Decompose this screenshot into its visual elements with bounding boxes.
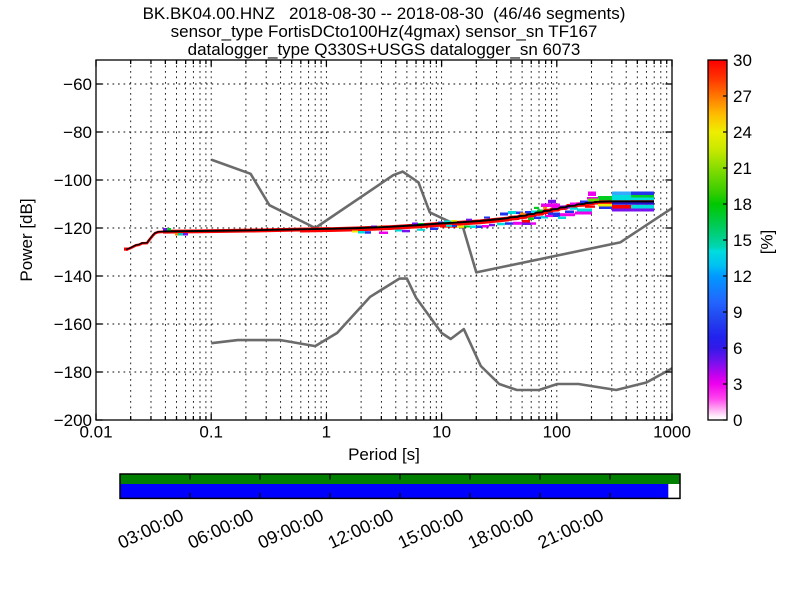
svg-text:0.1: 0.1 <box>199 423 223 442</box>
svg-text:30: 30 <box>733 51 752 70</box>
svg-text:3: 3 <box>733 375 742 394</box>
svg-text:18: 18 <box>733 195 752 214</box>
svg-text:0: 0 <box>733 411 742 430</box>
svg-text:[%]: [%] <box>758 230 777 255</box>
svg-text:1000: 1000 <box>653 423 691 442</box>
svg-text:BK.BK04.00.HNZ 2018-08-30 --: BK.BK04.00.HNZ 2018-08-30 -- 2018-08-30 … <box>143 4 626 23</box>
svg-text:21: 21 <box>733 159 752 178</box>
svg-text:−200: −200 <box>54 411 92 430</box>
svg-text:−140: −140 <box>54 267 92 286</box>
svg-text:−180: −180 <box>54 363 92 382</box>
svg-text:0.01: 0.01 <box>79 423 112 442</box>
svg-text:−100: −100 <box>54 171 92 190</box>
svg-text:datalogger_type Q330S+USGS dat: datalogger_type Q330S+USGS datalogger_sn… <box>188 40 581 59</box>
svg-text:15: 15 <box>733 231 752 250</box>
svg-text:6: 6 <box>733 339 742 358</box>
svg-text:9: 9 <box>733 303 742 322</box>
svg-text:Power [dB]: Power [dB] <box>17 198 36 281</box>
svg-text:Period [s]: Period [s] <box>348 445 420 464</box>
svg-text:12: 12 <box>733 267 752 286</box>
svg-text:100: 100 <box>543 423 571 442</box>
svg-text:24: 24 <box>733 123 752 142</box>
svg-text:1: 1 <box>322 423 331 442</box>
svg-text:27: 27 <box>733 87 752 106</box>
svg-text:−120: −120 <box>54 219 92 238</box>
svg-text:−80: −80 <box>63 123 92 142</box>
svg-text:−60: −60 <box>63 75 92 94</box>
svg-text:−160: −160 <box>54 315 92 334</box>
svg-text:10: 10 <box>432 423 451 442</box>
svg-text:sensor_type FortisDCto100Hz(4g: sensor_type FortisDCto100Hz(4gmax) senso… <box>171 22 598 41</box>
